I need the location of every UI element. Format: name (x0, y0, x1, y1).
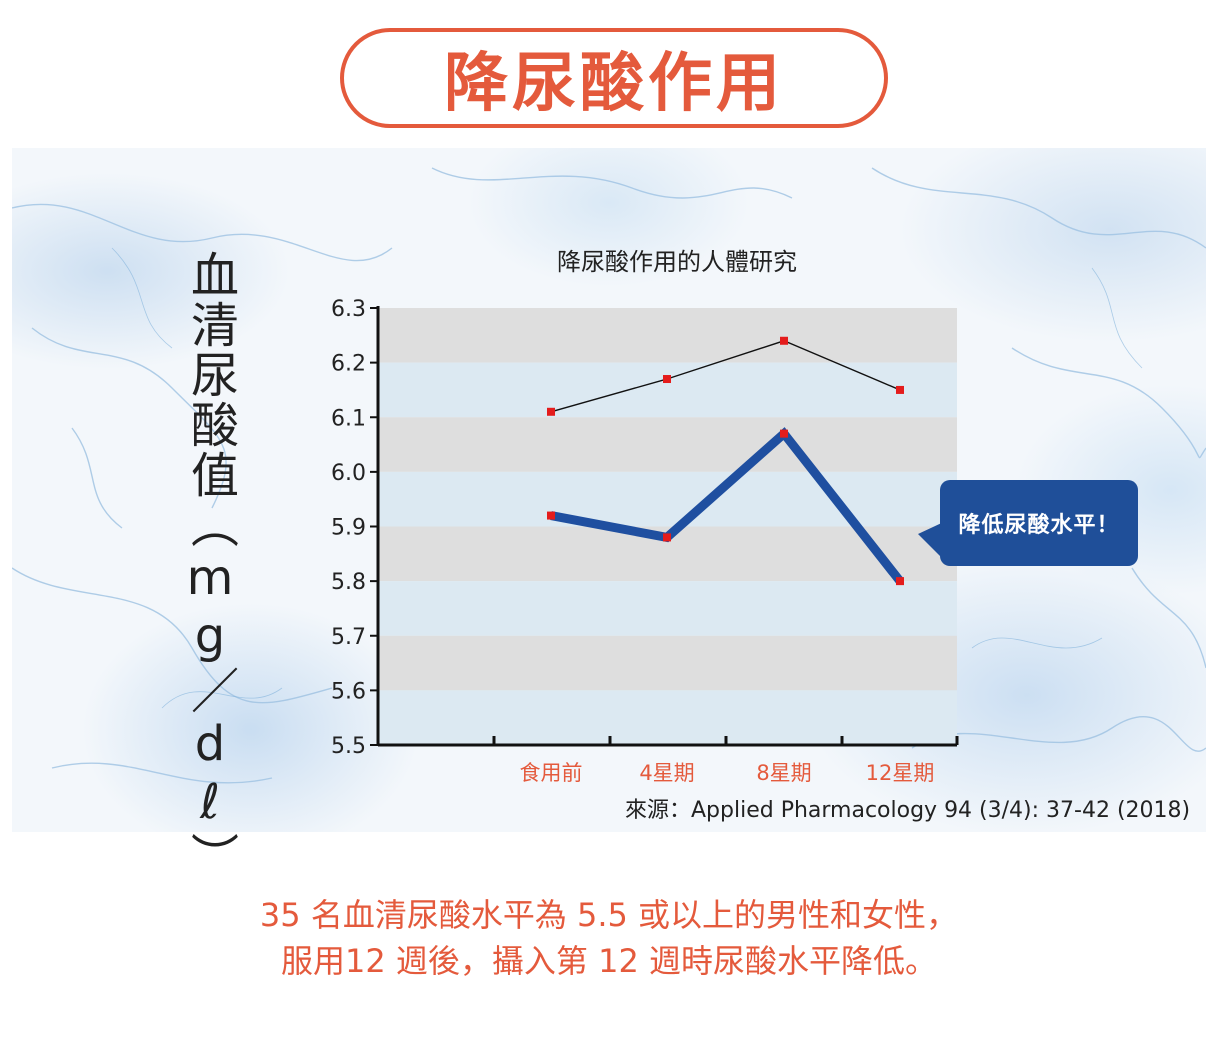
data-point (780, 336, 788, 345)
y-axis-label: 血清尿酸值（mg／dℓ） (182, 250, 238, 882)
source-citation: 來源：Applied Pharmacology 94 (3/4): 37-42 … (625, 798, 1191, 823)
x-tick-label: 12星期 (866, 761, 935, 785)
marble-veins (12, 167, 1206, 784)
y-tick-label: 5.8 (331, 570, 366, 595)
y-tick-label: 6.3 (331, 297, 366, 322)
y-tick-label: 6.1 (331, 406, 366, 431)
chart-title: 降尿酸作用的人體研究 (557, 248, 797, 276)
grid-band (378, 635, 957, 691)
grid-band (378, 471, 957, 527)
heading-title: 降尿酸作用 (444, 47, 784, 121)
y-tick-label: 6.0 (331, 461, 366, 486)
grid-band (378, 308, 957, 363)
caption: 35 名血清尿酸水平為 5.5 或以上的男性和女性， 服用12 週後，攝入第 1… (0, 892, 1218, 984)
heading-pill: 降尿酸作用 (340, 28, 888, 128)
series-line-thick (550, 427, 904, 584)
x-tick-label: 4星期 (639, 761, 694, 785)
data-point (780, 429, 788, 438)
data-point (663, 533, 671, 542)
data-point (663, 375, 671, 384)
grid-band (378, 581, 957, 636)
grid-band (378, 690, 957, 745)
y-tick-label: 5.5 (331, 734, 366, 759)
grid-band (378, 417, 957, 472)
callout-text: 降低尿酸水平！ (958, 513, 1120, 538)
caption-line-2: 服用12 週後，攝入第 12 週時尿酸水平降低。 (281, 942, 937, 980)
y-tick-label: 6.2 (331, 352, 366, 377)
x-tick-label: 8星期 (756, 761, 811, 785)
callout-bubble: 降低尿酸水平！ (940, 480, 1138, 566)
data-point (547, 511, 555, 520)
grid-band (378, 362, 957, 418)
series-line-thin (550, 340, 901, 413)
x-tick-label: 食用前 (520, 761, 583, 785)
y-tick-label: 5.7 (331, 625, 366, 650)
y-tick-label: 5.6 (331, 679, 366, 704)
y-tick-label: 5.9 (331, 516, 366, 541)
data-point (896, 385, 904, 394)
data-point (547, 407, 555, 416)
data-point (896, 577, 904, 586)
caption-line-1: 35 名血清尿酸水平為 5.5 或以上的男性和女性， (259, 896, 959, 934)
